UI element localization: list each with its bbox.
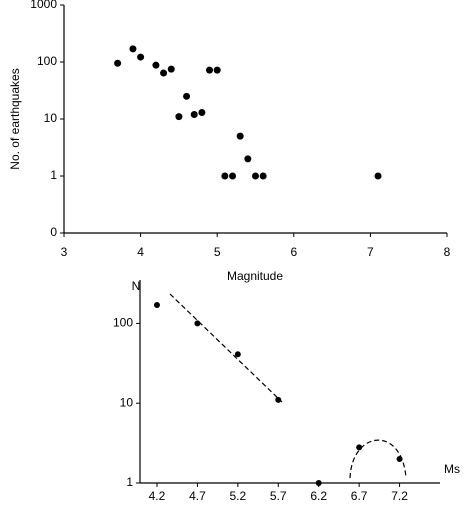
trend-arc: [349, 439, 407, 479]
point: [234, 351, 241, 358]
point: [396, 455, 403, 462]
y-tick-label: 100: [37, 54, 57, 68]
point: [315, 480, 322, 486]
point: [275, 396, 282, 403]
point: [198, 109, 206, 117]
point: [129, 45, 137, 53]
point: [190, 110, 198, 118]
point: [252, 172, 259, 180]
point: [213, 66, 221, 74]
x-tick-label: 5: [214, 245, 221, 259]
point: [167, 65, 175, 73]
x-tick-label: 5.7: [270, 489, 287, 503]
point: [137, 53, 145, 61]
x-axis-label: Ms: [444, 462, 460, 476]
point: [229, 172, 237, 180]
point: [183, 92, 191, 100]
y-axis-label: No. of earthquakes: [8, 68, 22, 169]
y-tick-label: 10: [44, 111, 58, 125]
y-tick-label: 1: [50, 168, 57, 182]
x-tick-label: 4.7: [189, 489, 206, 503]
point: [175, 113, 183, 121]
x-tick-label: 7.2: [391, 489, 408, 503]
y-tick-label: 1000: [30, 0, 57, 11]
x-tick-label: 8: [444, 245, 451, 259]
x-tick-label: 3: [61, 245, 68, 259]
point: [160, 69, 168, 77]
point: [259, 172, 267, 180]
trend-line: [169, 293, 283, 403]
x-tick-label: 6: [290, 245, 297, 259]
x-axis-label: Magnitude: [227, 269, 283, 283]
point: [114, 59, 122, 67]
y-tick-label: 1: [126, 475, 133, 489]
point: [152, 61, 160, 69]
point: [153, 302, 160, 309]
y-tick-label: 100: [113, 316, 133, 330]
point: [244, 155, 252, 163]
point: [356, 444, 363, 451]
x-tick-label: 5.2: [229, 489, 246, 503]
point: [221, 172, 229, 180]
y-tick-label: 10: [120, 395, 134, 409]
x-tick-label: 7: [367, 245, 374, 259]
point: [206, 66, 214, 74]
x-tick-label: 4.2: [149, 489, 166, 503]
x-tick-label: 4: [137, 245, 144, 259]
x-tick-label: 6.2: [310, 489, 327, 503]
point: [374, 172, 382, 180]
point: [236, 132, 244, 140]
point: [194, 320, 201, 327]
y-tick-label: 0: [50, 225, 57, 239]
y-axis-label: N: [132, 279, 141, 293]
x-tick-label: 6.7: [351, 489, 368, 503]
